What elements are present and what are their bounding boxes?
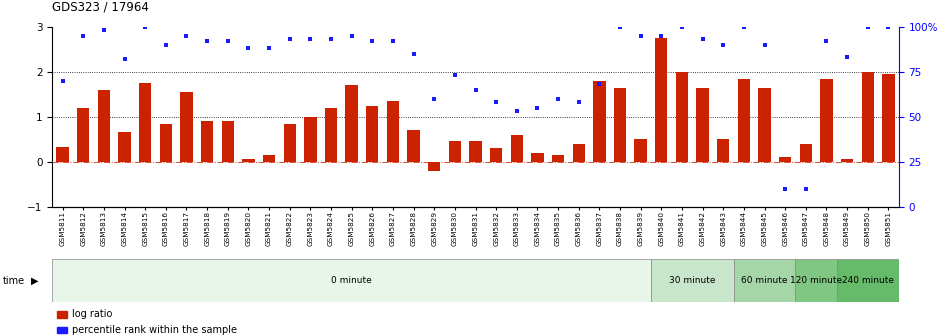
Point — [881, 24, 896, 30]
Bar — [758, 88, 770, 162]
Point — [860, 24, 875, 30]
Bar — [201, 121, 213, 162]
Point — [262, 46, 277, 51]
Text: GDS323 / 17964: GDS323 / 17964 — [52, 0, 149, 13]
Point — [447, 73, 462, 78]
Point — [592, 82, 607, 87]
Point — [427, 96, 442, 101]
Bar — [738, 79, 750, 162]
Point — [138, 24, 153, 30]
Bar — [407, 130, 419, 162]
Point — [572, 100, 587, 105]
Bar — [655, 38, 668, 162]
Point — [221, 39, 236, 44]
Bar — [449, 141, 461, 162]
Point — [76, 33, 91, 39]
Bar — [717, 139, 729, 162]
Point — [200, 39, 215, 44]
Bar — [56, 147, 68, 162]
Bar — [160, 124, 172, 162]
Bar — [800, 144, 812, 162]
Point — [757, 42, 772, 48]
Bar — [841, 160, 853, 162]
Bar — [139, 83, 151, 162]
Point — [55, 78, 70, 84]
Bar — [428, 162, 440, 171]
Point — [302, 37, 318, 42]
Bar — [696, 88, 708, 162]
Text: time: time — [3, 276, 25, 286]
Point — [241, 46, 256, 51]
Bar — [325, 108, 338, 162]
Bar — [552, 155, 564, 162]
Point — [158, 42, 173, 48]
Point — [715, 42, 730, 48]
Bar — [821, 79, 833, 162]
Bar — [613, 88, 626, 162]
Text: 30 minute: 30 minute — [669, 276, 715, 285]
Bar — [222, 121, 234, 162]
Text: 240 minute: 240 minute — [842, 276, 894, 285]
Point — [468, 87, 483, 92]
Point — [509, 109, 524, 114]
Bar — [345, 85, 358, 162]
Point — [778, 186, 793, 192]
Point — [840, 55, 855, 60]
Bar — [490, 148, 502, 162]
Point — [282, 37, 298, 42]
Point — [551, 96, 566, 101]
Point — [633, 33, 649, 39]
Bar — [98, 90, 110, 162]
Point — [344, 33, 359, 39]
Bar — [181, 92, 193, 162]
Point — [819, 39, 834, 44]
Text: log ratio: log ratio — [72, 309, 112, 320]
Bar — [366, 106, 378, 162]
Point — [674, 24, 689, 30]
Bar — [573, 144, 585, 162]
Bar — [883, 74, 895, 162]
Bar — [469, 141, 482, 162]
Bar — [77, 108, 89, 162]
Point — [798, 186, 813, 192]
Text: 120 minute: 120 minute — [790, 276, 843, 285]
Point — [385, 39, 400, 44]
Bar — [837, 259, 899, 302]
Bar — [733, 259, 795, 302]
Bar — [511, 135, 523, 162]
Point — [96, 28, 111, 33]
Point — [489, 100, 504, 105]
Bar — [862, 72, 874, 162]
Bar — [779, 157, 791, 162]
Point — [323, 37, 339, 42]
Bar — [387, 101, 399, 162]
Bar — [243, 160, 255, 162]
Point — [530, 105, 545, 111]
Point — [406, 51, 421, 56]
Text: 60 minute: 60 minute — [741, 276, 787, 285]
Point — [695, 37, 710, 42]
Point — [653, 33, 669, 39]
Bar — [651, 259, 733, 302]
Bar — [118, 132, 130, 162]
Point — [736, 24, 751, 30]
Text: 0 minute: 0 minute — [331, 276, 372, 285]
Bar — [262, 155, 275, 162]
Bar — [634, 139, 647, 162]
Point — [117, 56, 132, 62]
Bar — [593, 81, 606, 162]
Point — [612, 24, 628, 30]
Point — [179, 33, 194, 39]
Text: ▶: ▶ — [31, 276, 39, 286]
Bar — [52, 259, 651, 302]
Bar — [283, 124, 296, 162]
Bar — [304, 117, 317, 162]
Bar — [532, 153, 544, 162]
Bar — [795, 259, 837, 302]
Text: percentile rank within the sample: percentile rank within the sample — [72, 325, 237, 335]
Bar — [676, 72, 689, 162]
Point — [364, 39, 379, 44]
